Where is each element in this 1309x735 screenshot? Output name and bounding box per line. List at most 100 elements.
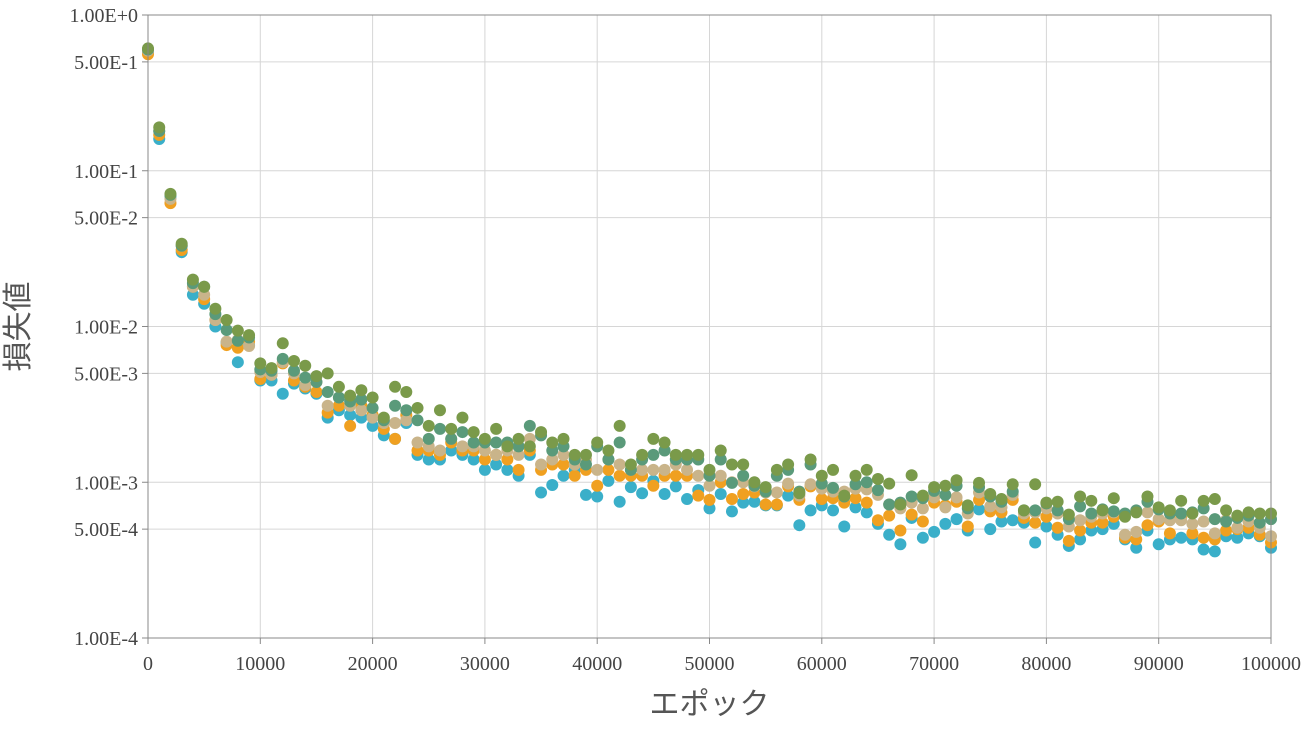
data-point-series-5	[1231, 509, 1244, 522]
data-point-series-3	[389, 417, 402, 430]
data-point-series-3	[355, 404, 368, 417]
data-point-series-5	[759, 481, 772, 494]
data-point-series-5	[445, 422, 458, 435]
data-point-series-1	[591, 490, 604, 503]
data-point-series-1	[1029, 536, 1042, 549]
data-point-series-5	[1163, 504, 1176, 517]
data-point-series-5	[344, 389, 357, 402]
data-point-series-2	[883, 509, 896, 522]
data-point-series-5	[243, 329, 256, 342]
data-point-series-4	[714, 453, 727, 466]
data-point-series-5	[725, 458, 738, 471]
data-point-series-5	[186, 273, 199, 286]
data-point-series-1	[535, 486, 548, 499]
data-point-series-5	[692, 448, 705, 461]
data-point-series-2	[692, 489, 705, 502]
data-point-series-4	[737, 469, 750, 482]
data-point-series-1	[995, 515, 1008, 528]
data-point-series-2	[344, 419, 357, 432]
data-point-series-5	[366, 391, 379, 404]
data-point-series-5	[265, 362, 278, 375]
data-point-series-3	[647, 463, 660, 476]
data-point-series-1	[1231, 531, 1244, 544]
data-point-series-5	[860, 463, 873, 476]
data-point-series-5	[647, 432, 660, 445]
data-point-series-4	[860, 476, 873, 489]
data-point-series-3	[681, 463, 694, 476]
data-point-series-1	[669, 480, 682, 493]
data-point-series-5	[1062, 508, 1075, 521]
data-point-series-5	[467, 426, 480, 439]
data-point-series-3	[1130, 525, 1143, 538]
data-point-series-5	[501, 440, 514, 453]
data-point-series-1	[714, 488, 727, 501]
data-point-series-3	[433, 444, 446, 457]
data-point-series-3	[916, 502, 929, 515]
data-point-series-5	[332, 380, 345, 393]
data-point-series-4	[366, 401, 379, 414]
data-point-series-4	[725, 476, 738, 489]
data-point-series-5	[770, 463, 783, 476]
data-point-series-5	[198, 280, 211, 293]
data-point-series-2	[894, 524, 907, 537]
data-point-series-2	[860, 496, 873, 509]
data-point-series-2	[849, 492, 862, 505]
data-point-series-3	[411, 436, 424, 449]
data-point-series-5	[1186, 507, 1199, 520]
y-tick-label: 5.00E-1	[74, 52, 138, 74]
data-point-series-5	[321, 367, 334, 380]
data-point-series-4	[287, 364, 300, 377]
data-point-series-1	[928, 525, 941, 538]
data-point-series-4	[1051, 504, 1064, 517]
data-point-series-1	[984, 523, 997, 536]
data-point-series-5	[478, 432, 491, 445]
data-point-series-4	[579, 458, 592, 471]
data-point-series-2	[815, 493, 828, 506]
x-tick-label: 30000	[460, 653, 510, 675]
data-point-series-4	[871, 484, 884, 497]
data-point-series-2	[737, 488, 750, 501]
data-point-series-2	[310, 385, 323, 398]
data-point-series-5	[950, 474, 963, 487]
data-point-series-5	[411, 401, 424, 414]
data-point-series-1	[860, 506, 873, 519]
data-point-series-5	[220, 314, 233, 327]
data-point-series-1	[883, 528, 896, 541]
data-point-series-5	[400, 385, 413, 398]
y-tick-labels: 1.00E+0 5.00E-1 1.00E-1 5.00E-2 1.00E-2 5.00E…	[70, 5, 139, 650]
data-point-series-3	[714, 469, 727, 482]
data-point-series-1	[501, 463, 514, 476]
data-point-series-3	[658, 463, 671, 476]
x-tick-label: 60000	[797, 653, 847, 675]
data-point-series-4	[939, 488, 952, 501]
data-point-series-4	[220, 323, 233, 336]
data-point-series-3	[591, 463, 604, 476]
data-point-series-5	[153, 121, 166, 134]
data-point-series-3	[613, 458, 626, 471]
data-point-series-4	[1175, 507, 1188, 520]
data-point-series-5	[793, 487, 806, 500]
data-point-series-3	[782, 477, 795, 490]
data-point-series-5	[490, 422, 503, 435]
data-points	[142, 42, 1277, 558]
data-point-series-1	[231, 356, 244, 369]
data-point-series-3	[770, 486, 783, 499]
y-tick-label: 1.00E-4	[74, 628, 138, 650]
data-point-series-2	[725, 493, 738, 506]
data-point-series-2	[1141, 519, 1154, 532]
data-point-series-2	[591, 479, 604, 492]
data-point-series-1	[838, 520, 851, 533]
data-point-series-3	[557, 448, 570, 461]
data-point-series-5	[658, 436, 671, 449]
data-point-series-4	[523, 419, 536, 432]
data-point-series-4	[299, 371, 312, 384]
data-point-series-1	[467, 453, 480, 466]
data-point-series-5	[579, 448, 592, 461]
data-point-series-5	[1119, 510, 1132, 523]
data-point-series-5	[782, 458, 795, 471]
data-point-series-5	[1152, 501, 1165, 514]
data-point-series-2	[1220, 524, 1233, 537]
data-point-series-3	[636, 463, 649, 476]
data-point-series-3	[1197, 515, 1210, 528]
data-point-series-1	[916, 531, 929, 544]
